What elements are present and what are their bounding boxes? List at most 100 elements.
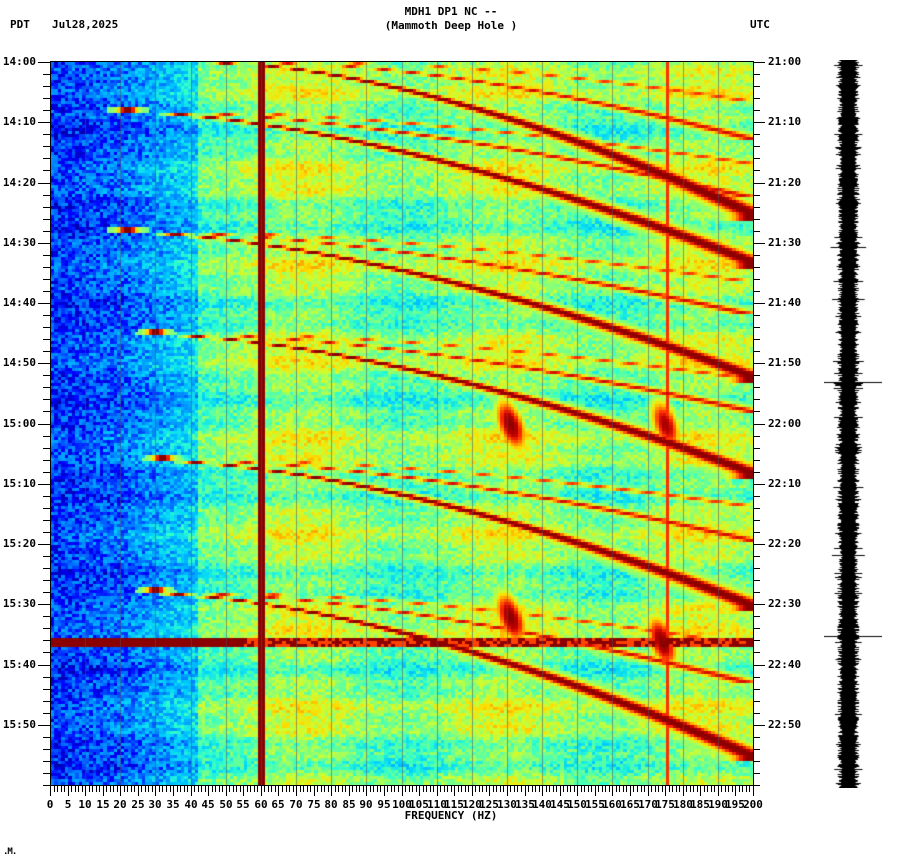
frequency-tick-minor: [145, 785, 146, 792]
frequency-tick-minor: [521, 785, 522, 792]
frequency-tick-minor: [693, 785, 694, 792]
time-tick-label-pdt: 14:40: [2, 296, 36, 309]
axis-tick-major: [38, 484, 50, 485]
axis-tick-minor: [753, 98, 760, 99]
frequency-tick-minor: [433, 785, 434, 792]
axis-tick-minor: [43, 195, 50, 196]
time-tick-label-utc: 22:40: [768, 658, 802, 671]
frequency-tick-major: [402, 785, 403, 796]
axis-tick-major: [38, 62, 50, 63]
frequency-tick-minor: [57, 785, 58, 792]
axis-tick-minor: [43, 520, 50, 521]
frequency-tick-minor: [170, 785, 171, 792]
frequency-tick-major: [472, 785, 473, 796]
frequency-tick-minor: [236, 785, 237, 792]
axis-tick-minor: [753, 749, 760, 750]
frequency-tick-minor: [510, 785, 511, 792]
frequency-tick-major: [278, 785, 279, 796]
axis-tick-minor: [43, 291, 50, 292]
frequency-tick-minor: [394, 785, 395, 792]
axis-tick-major: [38, 544, 50, 545]
axis-tick-minor: [43, 207, 50, 208]
frequency-tick-minor: [728, 785, 729, 792]
frequency-tick-minor: [293, 785, 294, 792]
axis-tick-minor: [43, 785, 50, 786]
time-tick-label-pdt: 14:50: [2, 356, 36, 369]
frequency-tick-minor: [99, 785, 100, 792]
frequency-tick-label: 100: [392, 798, 412, 811]
time-tick-label-utc: 22:20: [768, 537, 802, 550]
frequency-tick-minor: [268, 785, 269, 792]
axis-tick-minor: [43, 737, 50, 738]
axis-tick-minor: [43, 689, 50, 690]
axis-tick-minor: [43, 387, 50, 388]
frequency-tick-label: 120: [462, 798, 482, 811]
time-tick-label-utc: 21:00: [768, 55, 802, 68]
frequency-tick-minor: [658, 785, 659, 792]
axis-tick-minor: [753, 737, 760, 738]
frequency-tick-major: [454, 785, 455, 796]
frequency-tick-major: [120, 785, 121, 796]
frequency-tick-label: 140: [532, 798, 552, 811]
axis-tick-minor: [753, 231, 760, 232]
frequency-tick-major: [226, 785, 227, 796]
frequency-tick-minor: [75, 785, 76, 792]
axis-tick-minor: [43, 231, 50, 232]
axis-tick-minor: [43, 592, 50, 593]
axis-tick-minor: [43, 701, 50, 702]
frequency-tick-minor: [623, 785, 624, 792]
frequency-tick-minor: [264, 785, 265, 792]
axis-tick-major: [38, 604, 50, 605]
frequency-tick-label: 115: [444, 798, 464, 811]
frequency-tick-minor: [570, 785, 571, 792]
axis-tick-minor: [43, 375, 50, 376]
time-tick-label-pdt: 15:10: [2, 477, 36, 490]
frequency-tick-minor: [405, 785, 406, 792]
frequency-tick-minor: [535, 785, 536, 792]
frequency-tick-minor: [71, 785, 72, 792]
frequency-tick-minor: [412, 785, 413, 792]
axis-tick-minor: [43, 436, 50, 437]
frequency-tick-minor: [250, 785, 251, 792]
axis-tick-major: [38, 363, 50, 364]
frequency-tick-minor: [240, 785, 241, 792]
axis-tick-minor: [43, 351, 50, 352]
frequency-tick-minor: [286, 785, 287, 792]
frequency-tick-minor: [746, 785, 747, 792]
frequency-tick-minor: [54, 785, 55, 792]
axis-tick-minor: [43, 255, 50, 256]
frequency-tick-minor: [113, 785, 114, 792]
frequency-tick-label: 50: [219, 798, 233, 811]
axis-tick-minor: [753, 74, 760, 75]
frequency-tick-minor: [373, 785, 374, 792]
frequency-tick-minor: [345, 785, 346, 792]
frequency-tick-minor: [289, 785, 290, 792]
frequency-tick-minor: [380, 785, 381, 792]
frequency-tick-minor: [539, 785, 540, 792]
frequency-tick-label: 110: [427, 798, 447, 811]
axis-tick-minor: [753, 158, 760, 159]
frequency-tick-minor: [233, 785, 234, 792]
frequency-tick-minor: [187, 785, 188, 792]
frequency-tick-label: 35: [166, 798, 180, 811]
frequency-tick-minor: [458, 785, 459, 792]
frequency-tick-minor: [546, 785, 547, 792]
axis-tick-minor: [753, 628, 760, 629]
frequency-tick-label: 200: [743, 798, 763, 811]
frequency-tick-label: 15: [96, 798, 110, 811]
frequency-tick-label: 5: [64, 798, 72, 811]
frequency-tick-minor: [229, 785, 230, 792]
frequency-tick-minor: [198, 785, 199, 792]
frequency-tick-minor: [500, 785, 501, 792]
axis-tick-minor: [753, 616, 760, 617]
frequency-tick-minor: [271, 785, 272, 792]
axis-tick-minor: [753, 520, 760, 521]
frequency-tick-minor: [517, 785, 518, 792]
frequency-tick-minor: [725, 785, 726, 792]
axis-tick-minor: [753, 411, 760, 412]
frequency-tick-minor: [117, 785, 118, 792]
axis-tick-minor: [753, 134, 760, 135]
frequency-tick-minor: [475, 785, 476, 792]
axis-tick-minor: [43, 448, 50, 449]
frequency-tick-major: [489, 785, 490, 796]
